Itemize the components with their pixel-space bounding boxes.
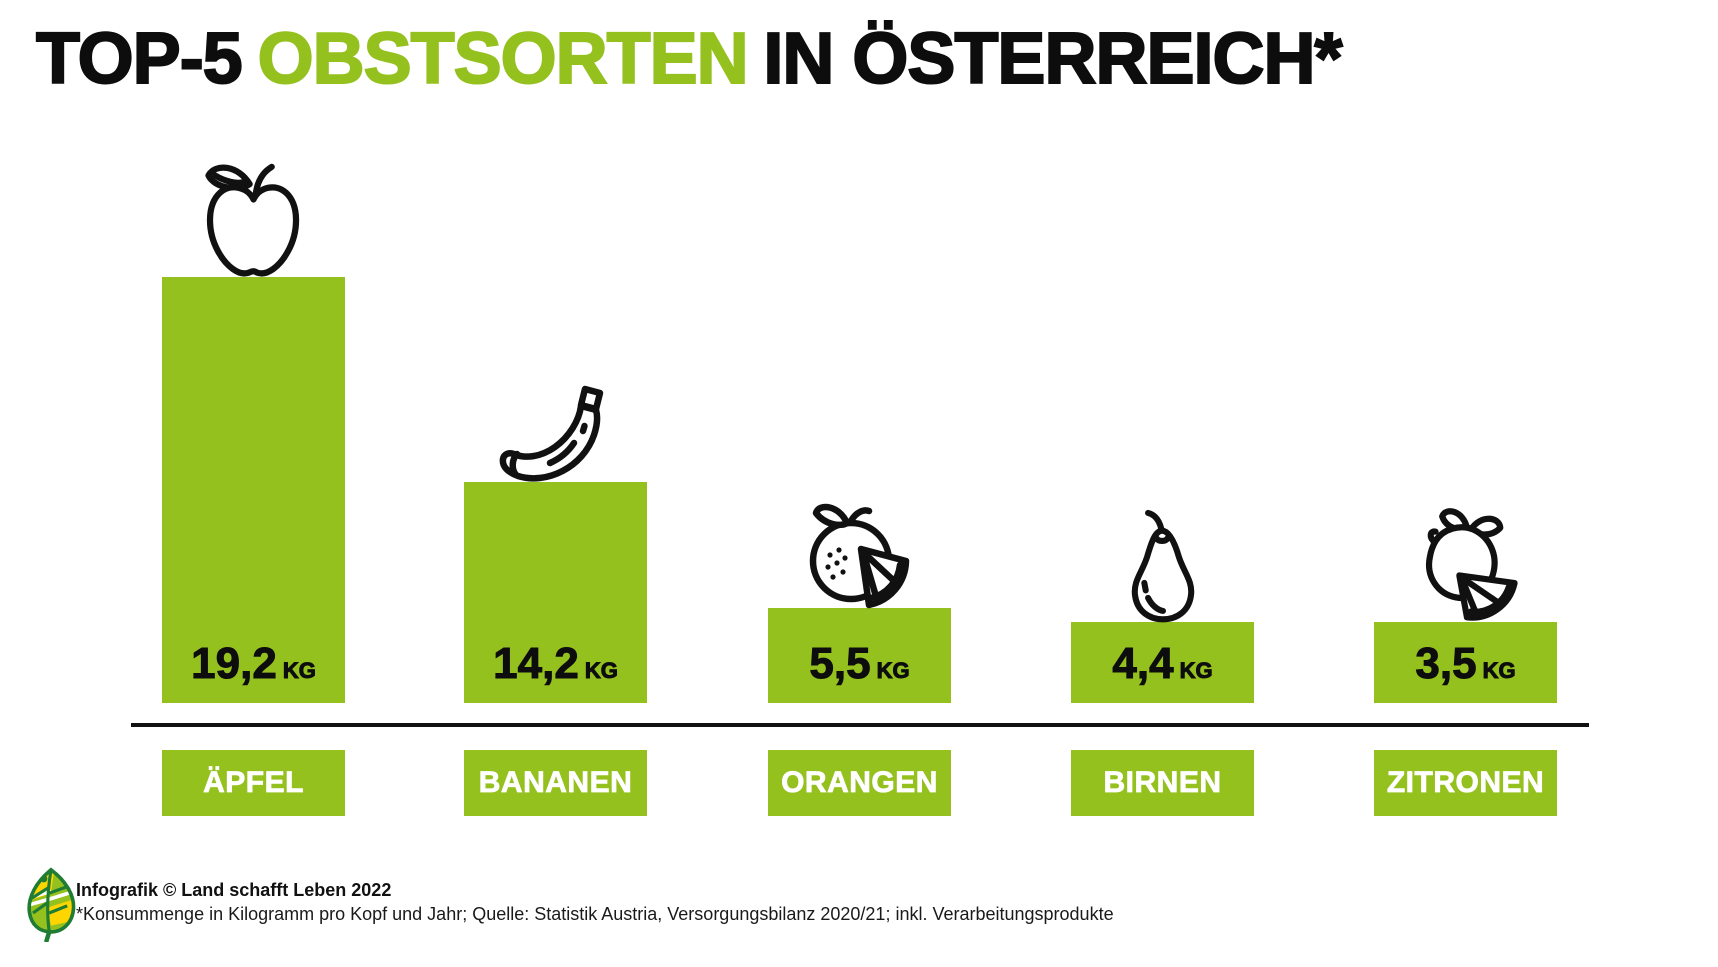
value-label-orangen: 5,5 KG	[809, 639, 910, 689]
value-label-zitronen: 3,5 KG	[1415, 639, 1516, 689]
bar-bananen: 14,2 KG	[464, 482, 647, 703]
page-title: TOP-5 OBSTSORTEN IN ÖSTERREICH*	[35, 19, 1686, 99]
column-bananen: 14,2 KG	[464, 379, 647, 703]
banana-icon	[495, 379, 617, 489]
bar-birnen: 4,4 KG	[1071, 622, 1254, 703]
category-label-aepfel: ÄPFEL	[162, 750, 345, 816]
lemon-icon	[1406, 499, 1526, 629]
apple-icon	[196, 159, 311, 284]
credit-text: Infografik © Land schafft Leben 2022	[76, 880, 392, 900]
leaf-logo-icon	[24, 866, 78, 942]
column-orangen: 5,5 KG	[768, 495, 951, 703]
title-highlight: OBSTSORTEN	[257, 19, 750, 99]
category-label-zitronen: ZITRONEN	[1374, 750, 1557, 816]
value-label-birnen: 4,4 KG	[1112, 639, 1213, 689]
column-zitronen: 3,5 KG	[1374, 499, 1557, 703]
footnote-text: *Konsummenge in Kilogramm pro Kopf und J…	[76, 904, 1114, 924]
column-birnen: 4,4 KG	[1071, 507, 1254, 703]
title-part-1: TOP-5	[35, 19, 244, 99]
baseline-divider	[131, 723, 1589, 727]
bar-zitronen: 3,5 KG	[1374, 622, 1557, 703]
title-part-2: IN ÖSTERREICH*	[762, 19, 1343, 99]
bar-aepfel: 19,2 KG	[162, 277, 345, 703]
category-label-orangen: ORANGEN	[768, 750, 951, 816]
orange-icon	[803, 495, 917, 615]
pear-icon	[1121, 507, 1205, 629]
category-label-bananen: BANANEN	[464, 750, 647, 816]
category-label-birnen: BIRNEN	[1071, 750, 1254, 816]
bar-orangen: 5,5 KG	[768, 608, 951, 703]
value-label-aepfel: 19,2 KG	[191, 639, 317, 689]
column-aepfel: 19,2 KG	[162, 159, 345, 703]
bar-chart: 19,2 KG 14,2 KG	[162, 159, 1557, 703]
value-label-bananen: 14,2 KG	[493, 639, 619, 689]
